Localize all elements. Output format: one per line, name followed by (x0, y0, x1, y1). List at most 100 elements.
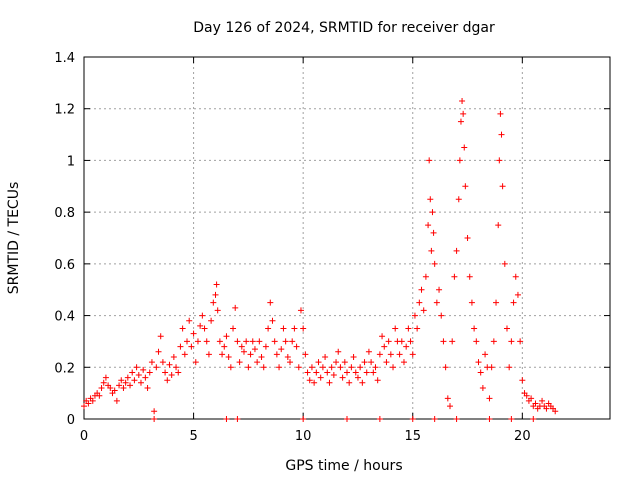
data-point (313, 369, 320, 376)
data-point (280, 325, 287, 332)
data-point (482, 351, 489, 358)
data-point (532, 400, 539, 407)
x-tick-label: 0 (80, 429, 88, 444)
data-point (98, 384, 105, 391)
data-point (291, 325, 298, 332)
data-point (539, 397, 546, 404)
data-point (96, 392, 103, 399)
data-point (451, 273, 458, 280)
data-point (247, 351, 254, 358)
data-point (383, 359, 390, 366)
data-point (409, 416, 416, 422)
data-point (118, 377, 125, 384)
data-point (192, 359, 199, 366)
data-point (153, 364, 160, 371)
data-point (528, 395, 535, 402)
data-point (499, 183, 506, 190)
data-point (372, 364, 379, 371)
data-point (251, 346, 258, 353)
data-point (133, 364, 140, 371)
chart-title: Day 126 of 2024, SRMTID for receiver dga… (193, 20, 495, 36)
data-point (162, 369, 169, 376)
data-point (398, 338, 405, 345)
data-point (203, 338, 210, 345)
data-point (267, 299, 274, 306)
data-point (164, 377, 171, 384)
data-point (381, 343, 388, 350)
data-point (146, 369, 153, 376)
data-point (460, 110, 467, 117)
data-point (462, 183, 469, 190)
data-point (418, 286, 425, 293)
data-point (216, 338, 223, 345)
data-point (300, 416, 307, 422)
data-point (142, 374, 149, 381)
data-point (352, 369, 359, 376)
data-point (396, 351, 403, 358)
data-point (333, 359, 340, 366)
data-point (428, 247, 435, 254)
data-point (543, 405, 550, 412)
data-point (225, 353, 232, 360)
data-point (151, 408, 158, 415)
data-point (188, 343, 195, 350)
point-layer (81, 97, 559, 422)
data-point (289, 338, 296, 345)
y-tick-label: 0.6 (54, 258, 75, 273)
data-point (461, 144, 468, 151)
data-point (213, 281, 220, 288)
data-point (201, 325, 208, 332)
data-point (416, 299, 423, 306)
data-point (348, 364, 355, 371)
data-point (444, 395, 451, 402)
y-tick-label: 0.4 (54, 310, 75, 325)
data-point (135, 372, 142, 379)
data-point (166, 361, 173, 368)
data-point (486, 395, 493, 402)
data-point (170, 353, 177, 360)
data-point (175, 369, 182, 376)
data-point (496, 157, 503, 164)
data-point (455, 196, 462, 203)
data-point (102, 374, 109, 381)
data-point (234, 416, 241, 422)
data-point (339, 374, 346, 381)
data-point (260, 364, 267, 371)
data-point (337, 364, 344, 371)
y-tick-label: 1.4 (54, 51, 75, 66)
data-point (427, 196, 434, 203)
data-point (471, 325, 478, 332)
data-point (155, 348, 162, 355)
data-point (148, 359, 155, 366)
data-point (221, 343, 228, 350)
data-point (453, 247, 460, 254)
data-point (508, 338, 515, 345)
data-point (168, 372, 175, 379)
data-point (512, 273, 519, 280)
data-point (85, 400, 92, 407)
data-point (210, 299, 217, 306)
data-point (326, 379, 333, 386)
data-point (144, 384, 151, 391)
data-point (131, 377, 138, 384)
y-tick-label: 0 (67, 413, 75, 428)
data-point (214, 307, 221, 314)
data-point (240, 348, 247, 355)
x-tick-label: 15 (404, 429, 421, 444)
data-point (344, 416, 350, 422)
data-point (530, 416, 537, 422)
data-point (359, 379, 366, 386)
data-point (262, 343, 269, 350)
data-point (457, 118, 464, 125)
data-point (431, 416, 438, 422)
data-point (514, 291, 521, 298)
data-point (181, 351, 188, 358)
data-point (276, 364, 283, 371)
data-point (508, 416, 515, 422)
data-point (495, 222, 502, 229)
data-point (129, 369, 136, 376)
data-point (317, 374, 324, 381)
data-point (223, 333, 230, 340)
data-point (227, 364, 234, 371)
data-point (497, 110, 504, 117)
